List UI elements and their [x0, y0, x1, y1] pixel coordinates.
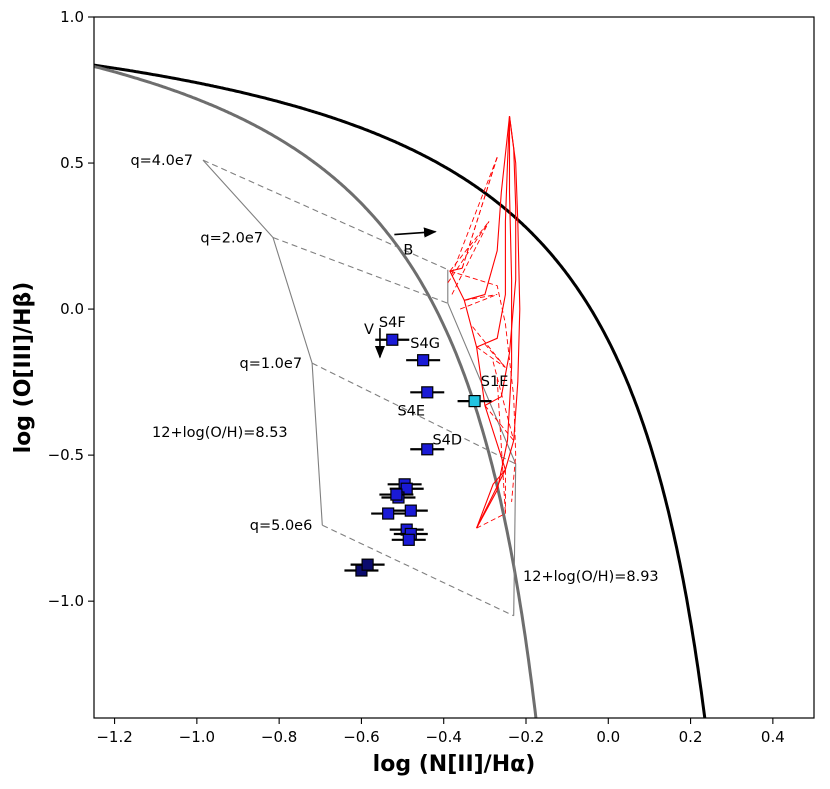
data-point [386, 333, 399, 346]
q-label: q=1.0e7 [239, 356, 302, 372]
grid-high-metal-q-line [451, 157, 498, 275]
grid-high-metal-q-line [451, 221, 490, 295]
grid-high-metal-q-line [492, 361, 515, 441]
point-label: S4D [432, 432, 462, 448]
y-tick-label: −1.0 [48, 592, 84, 610]
grid-high-metal-solid-line [464, 116, 511, 301]
data-point [382, 507, 395, 520]
point-label: S1E [481, 374, 509, 390]
y-tick-label: 0.0 [60, 300, 84, 318]
x-tick-label: −0.6 [343, 728, 379, 746]
grid-high-metal-q-line [449, 270, 517, 502]
vector-arrow [394, 227, 437, 238]
grid-high-metal-q-line [476, 346, 506, 368]
x-tick-label: −1.0 [179, 728, 215, 746]
grid-high-metal-solid-edge [476, 469, 506, 529]
y-tick-label: 1.0 [60, 8, 84, 26]
plot-area [94, 63, 707, 718]
grid-low-metal-solid-edge [202, 159, 323, 526]
point-label: S4F [379, 315, 406, 331]
data-point [468, 394, 481, 408]
data-point [390, 488, 403, 501]
x-tick-label: 0.0 [596, 728, 620, 746]
grid-low-metal-q-line [202, 159, 449, 271]
q-label: q=5.0e6 [250, 518, 313, 534]
data-point [361, 558, 374, 571]
data-point [404, 504, 417, 517]
x-tick-label: −0.8 [261, 728, 297, 746]
axes: −1.2 −1.0 −0.8 −0.6 −0.4 −0.2 0.0 0.2 0.4 1.0 0.5 0… [11, 8, 785, 777]
metallicity-label-low: 12+log(O/H)=8.53 [152, 425, 288, 441]
grid-high-metal-q-line [484, 343, 506, 368]
x-tick-label: 0.4 [761, 728, 785, 746]
x-tick-label: −0.2 [508, 728, 544, 746]
grid-high-metal-solid-line [504, 116, 521, 470]
grid-high-metal-solid-line [476, 116, 513, 529]
x-tick-label: −0.4 [425, 728, 461, 746]
grid-low-metal-q-line [311, 362, 516, 465]
kewley-max-starburst-curve [94, 63, 707, 718]
data-point [402, 533, 415, 546]
point-label: S4G [410, 336, 440, 352]
grid-high-metal-q-line [449, 221, 490, 272]
vector-label: B [403, 243, 413, 259]
x-axis-label: log (N[II]/Hα) [373, 752, 536, 777]
grid-high-metal-q-line [460, 294, 498, 310]
point-label: S4E [397, 403, 425, 419]
kauffmann-line-curve [94, 64, 538, 718]
grid-high-metal-solid-line [476, 116, 511, 348]
plot-frame [93, 16, 815, 719]
q-label: q=2.0e7 [200, 231, 263, 247]
grid-low-metal-q-line [272, 237, 449, 304]
grid-high-metal-q-line [476, 513, 506, 529]
data-point [417, 354, 430, 367]
q-label: q=4.0e7 [130, 153, 193, 169]
grid-high-metal-q-line [472, 326, 506, 368]
y-tick-label: −0.5 [48, 446, 84, 464]
metallicity-label-high: 12+log(O/H)=8.93 [523, 569, 659, 585]
grid-high-metal-q-line [464, 294, 498, 301]
annotation-layer: q=4.0e7 q=2.0e7 q=1.0e7 q=5.0e6 12+log(O/H)=… [130, 153, 658, 585]
grid-low-metal-q-line [322, 524, 514, 617]
y-axis-label: log (O[III]/Hβ) [11, 282, 36, 454]
vector-label: V [364, 322, 374, 338]
grid-high-metal-q-line [496, 379, 506, 514]
x-tick-label: −1.2 [96, 728, 132, 746]
data-point [421, 386, 434, 399]
grid-high-metal-q-line [447, 221, 490, 284]
x-tick-label: 0.2 [679, 728, 703, 746]
y-tick-label: 0.5 [60, 154, 84, 172]
data-point [421, 443, 434, 456]
grid-high-metal-q-line [461, 157, 498, 269]
